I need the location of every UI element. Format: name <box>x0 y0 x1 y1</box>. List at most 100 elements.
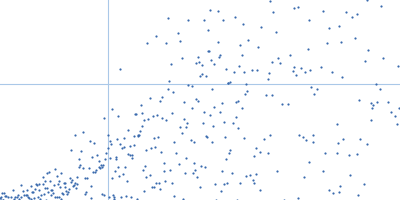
Point <box>242 82 249 86</box>
Point <box>101 116 107 119</box>
Point <box>208 58 214 61</box>
Point <box>70 185 76 188</box>
Point <box>34 183 40 187</box>
Point <box>99 166 105 169</box>
Point <box>112 155 119 158</box>
Point <box>199 73 206 76</box>
Point <box>86 166 92 169</box>
Point <box>21 193 27 197</box>
Point <box>124 179 130 182</box>
Point <box>165 16 172 19</box>
Point <box>129 157 136 160</box>
Point <box>220 19 226 22</box>
Point <box>156 181 162 184</box>
Point <box>52 168 58 171</box>
Point <box>223 158 230 161</box>
Point <box>250 178 256 181</box>
Point <box>40 182 46 185</box>
Point <box>147 96 154 99</box>
Point <box>262 94 269 97</box>
Point <box>110 193 116 196</box>
Point <box>128 153 135 156</box>
Point <box>227 81 234 84</box>
Point <box>362 59 368 63</box>
Point <box>167 168 174 171</box>
Point <box>395 64 400 68</box>
Point <box>214 10 221 13</box>
Point <box>12 196 18 199</box>
Point <box>234 199 240 200</box>
Point <box>293 73 299 76</box>
Point <box>115 115 121 118</box>
Point <box>276 62 283 65</box>
Point <box>134 134 141 137</box>
Point <box>80 130 87 134</box>
Point <box>55 183 61 186</box>
Point <box>334 122 340 125</box>
Point <box>333 152 340 155</box>
Point <box>136 133 142 136</box>
Point <box>155 136 162 139</box>
Point <box>145 118 152 121</box>
Point <box>158 151 164 154</box>
Point <box>204 135 210 138</box>
Point <box>296 134 302 137</box>
Point <box>385 100 391 104</box>
Point <box>126 154 133 157</box>
Point <box>50 192 57 195</box>
Point <box>218 189 224 192</box>
Point <box>307 85 314 89</box>
Point <box>396 106 400 110</box>
Point <box>121 145 128 148</box>
Point <box>14 195 20 199</box>
Point <box>177 40 184 43</box>
Point <box>340 138 346 141</box>
Point <box>266 72 272 75</box>
Point <box>44 171 51 175</box>
Point <box>42 179 48 182</box>
Point <box>194 56 201 59</box>
Point <box>321 151 328 154</box>
Point <box>209 87 216 90</box>
Point <box>111 195 117 198</box>
Point <box>35 196 41 199</box>
Point <box>150 114 156 117</box>
Point <box>196 74 203 77</box>
Point <box>250 182 257 185</box>
Point <box>132 112 138 115</box>
Point <box>374 100 380 103</box>
Point <box>113 157 119 160</box>
Point <box>213 199 220 200</box>
Point <box>221 182 228 185</box>
Point <box>168 63 174 66</box>
Point <box>134 197 140 200</box>
Point <box>352 36 358 39</box>
Point <box>324 42 330 45</box>
Point <box>355 194 361 197</box>
Point <box>168 181 175 184</box>
Point <box>151 137 158 140</box>
Point <box>67 177 73 180</box>
Point <box>392 115 398 118</box>
Point <box>161 169 168 173</box>
Point <box>310 141 316 144</box>
Point <box>339 199 346 200</box>
Point <box>269 60 276 63</box>
Point <box>119 146 126 149</box>
Point <box>176 125 183 129</box>
Point <box>174 31 181 34</box>
Point <box>236 181 243 184</box>
Point <box>202 75 209 78</box>
Point <box>0 198 6 200</box>
Point <box>74 182 81 186</box>
Point <box>256 151 263 154</box>
Point <box>68 149 74 152</box>
Point <box>202 166 208 169</box>
Point <box>108 107 115 110</box>
Point <box>69 179 75 182</box>
Point <box>170 194 177 197</box>
Point <box>337 185 343 188</box>
Point <box>5 196 11 199</box>
Point <box>211 62 218 65</box>
Point <box>325 26 332 29</box>
